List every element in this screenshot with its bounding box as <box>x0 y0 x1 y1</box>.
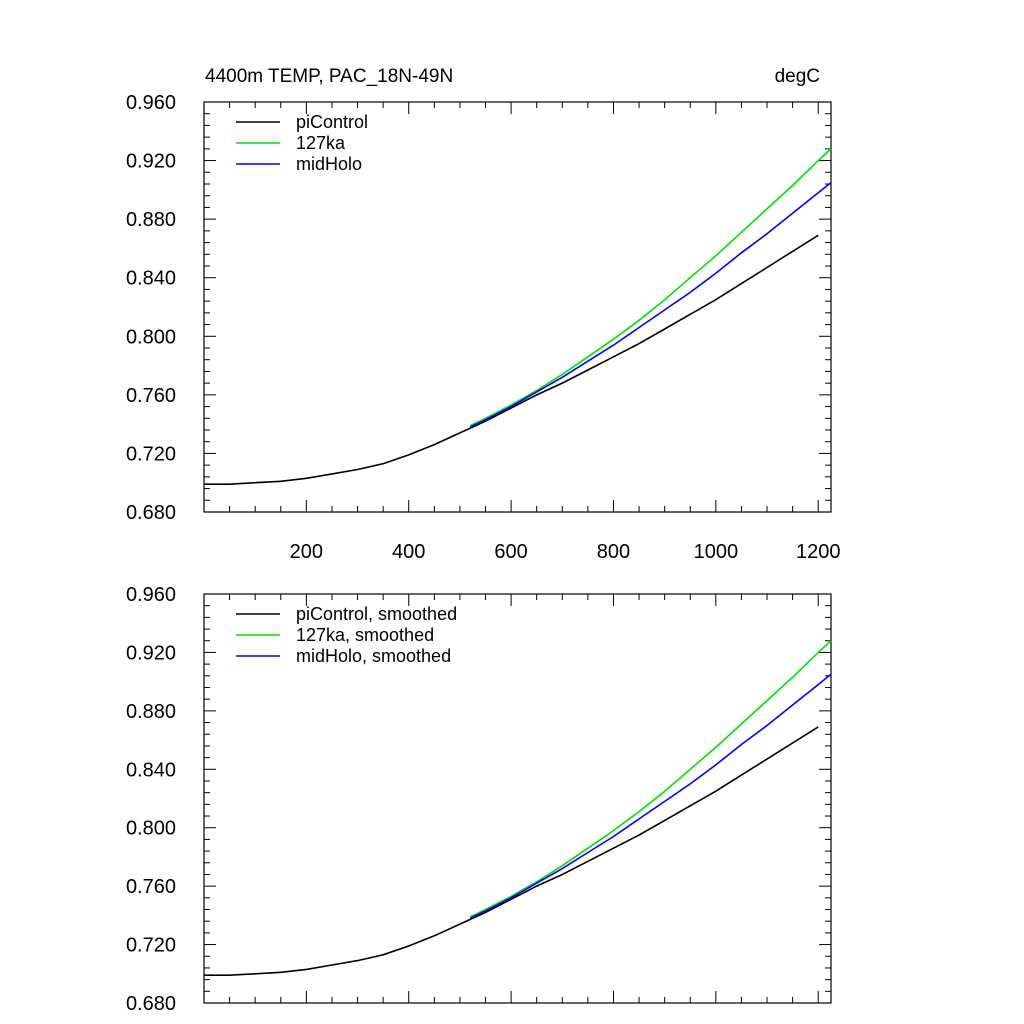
panel-top: 0.680 0.720 0.760 0.800 0.840 0.880 0.920 0.960… <box>126 92 841 563</box>
legend-label: piControl <box>296 112 368 132</box>
y-tick-label: 0.840 <box>126 268 176 290</box>
y-tick-label: 0.680 <box>126 993 176 1015</box>
legend-label: midHolo, smoothed <box>296 646 451 666</box>
legend-label: 127ka, smoothed <box>296 625 434 645</box>
y-tick-label: 0.760 <box>126 876 176 898</box>
y-tick-label: 0.760 <box>126 385 176 407</box>
y-tick-label: 0.920 <box>126 642 176 664</box>
y-tick-label: 0.720 <box>126 935 176 957</box>
y-tick-label: 0.840 <box>126 759 176 781</box>
series-line-127ka <box>469 640 832 918</box>
series-line-picontrol <box>204 234 819 486</box>
figure-title: 4400m TEMP, PAC_18N-49N <box>205 66 453 87</box>
y-tick-label: 0.800 <box>126 326 176 348</box>
x-tick-label: 200 <box>290 541 323 563</box>
legend-label: 127ka <box>296 133 346 153</box>
y-tick-label: 0.960 <box>126 584 176 606</box>
series-line-midholo <box>469 673 832 920</box>
x-tick-label: 600 <box>494 541 527 563</box>
legend-label: midHolo <box>296 154 362 174</box>
x-tick-label: 800 <box>597 541 630 563</box>
y-tick-label: 0.880 <box>126 209 176 231</box>
plot-frame <box>203 593 832 1004</box>
series-line-picontrol <box>204 726 819 977</box>
y-tick-label: 0.880 <box>126 701 176 723</box>
panel-bottom: 0.680 0.720 0.760 0.800 0.840 0.880 0.920 0.960… <box>126 584 832 1015</box>
series-line-midholo <box>469 181 832 428</box>
units-label: degC <box>775 66 820 87</box>
y-tick-label: 0.800 <box>126 818 176 840</box>
x-tick-label: 1200 <box>796 541 841 563</box>
y-tick-label: 0.920 <box>126 151 176 173</box>
y-tick-label: 0.720 <box>126 443 176 465</box>
plot-frame <box>203 101 832 513</box>
x-tick-label: 400 <box>392 541 425 563</box>
y-tick-label: 0.960 <box>126 92 176 114</box>
legend-label: piControl, smoothed <box>296 604 457 624</box>
y-tick-label: 0.680 <box>126 502 176 524</box>
x-tick-label: 1000 <box>694 541 739 563</box>
series-line-127ka <box>469 148 832 427</box>
